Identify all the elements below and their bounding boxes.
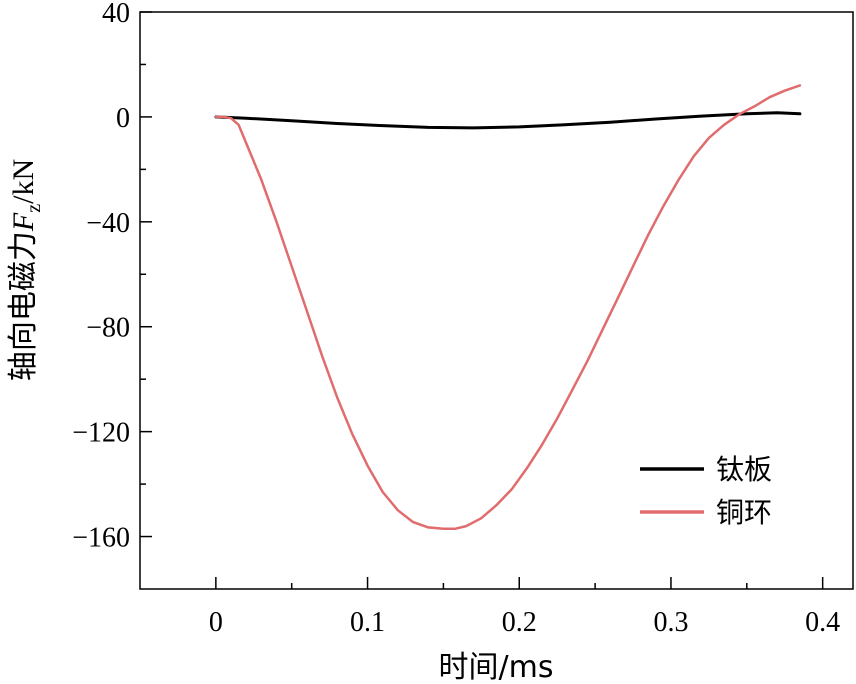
x-axis: 0 0.1 0.2 0.3 0.4 xyxy=(209,577,840,638)
plot-lines xyxy=(214,84,802,530)
x-tick-label: 0 xyxy=(209,607,223,638)
x-axis-title: 时间/ms xyxy=(439,650,554,684)
x-tick-label: 0.3 xyxy=(653,607,688,638)
legend-label-copper: 铜环 xyxy=(716,496,772,529)
y-tick-label: −160 xyxy=(72,523,130,554)
x-tick-label: 0.2 xyxy=(502,607,537,638)
series-line-copper xyxy=(214,84,802,530)
y-tick-label: −40 xyxy=(86,208,130,239)
series-line-titanium xyxy=(214,111,802,130)
plot-frame xyxy=(139,11,854,590)
x-tick-label: 0.1 xyxy=(350,607,385,638)
y-tick-label: 0 xyxy=(116,103,130,134)
y-tick-label: −120 xyxy=(72,418,130,449)
y-axis-title: 轴向电磁力Fz/kN xyxy=(6,159,45,381)
y-tick-label: −80 xyxy=(86,313,130,344)
y-tick-label: 40 xyxy=(102,0,130,29)
legend: 钛板 铜环 xyxy=(640,453,772,529)
x-tick-label: 0.4 xyxy=(805,607,840,638)
legend-label-titanium: 钛板 xyxy=(716,453,772,486)
y-axis: 40 0 −40 −80 −120 −160 xyxy=(72,0,152,554)
